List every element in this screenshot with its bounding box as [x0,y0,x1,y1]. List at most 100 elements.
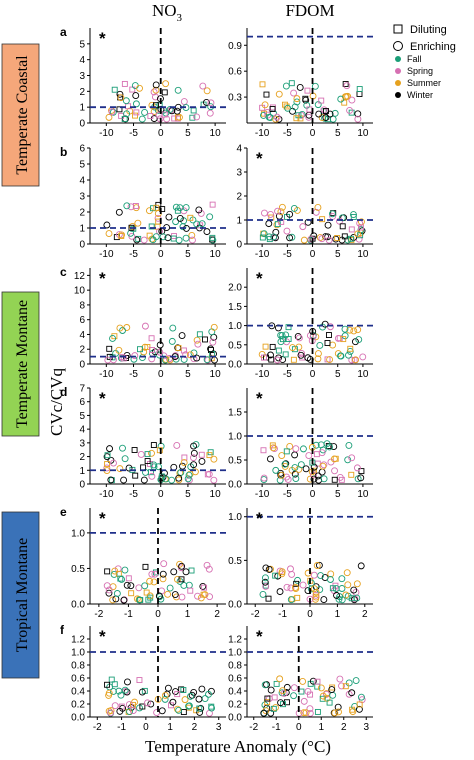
data-point [181,454,188,461]
data-point [299,581,307,589]
data-point [341,332,349,340]
legend-summer: Summer [407,78,441,88]
data-point [193,336,201,344]
data-point [190,442,197,450]
data-point [144,458,151,464]
point-cloud [259,561,365,604]
data-point [306,106,313,113]
data-point [313,562,321,569]
data-point [141,582,149,590]
data-point [125,575,132,582]
data-point [275,90,283,98]
significance-asterisk: * [256,509,263,528]
region-label-tropical-montane: Tropical Montane [1,511,40,679]
data-point [179,462,186,470]
data-point [320,106,328,114]
y-tick-label: 3 [236,168,242,179]
data-point [169,324,177,332]
y-tick-label: 0.6 [228,674,242,685]
data-point [158,707,166,715]
data-point [346,326,354,334]
data-point [139,703,146,710]
y-tick-label: 6 [79,315,85,326]
data-point [279,336,286,343]
significance-asterisk: * [99,509,106,528]
data-point [143,589,150,596]
data-point [153,204,160,211]
significance-asterisk: * [256,389,263,408]
x-tick-label: 10 [210,369,222,380]
data-point [193,220,201,228]
data-point [312,593,320,601]
significance-asterisk: * [99,269,106,288]
y-tick-label: 1.0 [228,321,242,332]
data-point [356,86,363,93]
data-point [116,465,124,473]
y-tick-label: 0.0 [71,600,85,611]
data-point [353,580,361,588]
x-tick-label: -1 [117,722,126,733]
data-point [314,355,322,363]
data-point [304,587,312,595]
data-point [137,450,145,458]
data-point [270,705,277,712]
data-point [151,348,159,356]
x-tick-label: -2 [249,722,258,733]
data-point [287,584,295,592]
x-tick-label: -10 [99,128,114,139]
data-point [280,701,286,708]
y-tick-label: 0 [236,240,242,251]
data-point [265,565,273,573]
panel-5-no3: 0.0 0.5 1.0 -2 -1 0 1 2 e * [60,505,226,620]
data-point [174,705,181,713]
data-point [190,454,197,462]
data-point [267,211,275,218]
data-point [338,585,346,592]
x-tick-label: -5 [283,369,292,380]
x-tick-label: 10 [357,369,369,380]
data-point [291,464,299,472]
x-tick-label: 2 [362,609,368,620]
data-point [313,451,320,458]
panel-letter: d [60,385,67,399]
panel-5-fdom: 0.0 0.5 1.0 -2 -1 0 1 2 * [228,508,373,620]
data-point [322,114,330,121]
x-tick-label: -5 [129,489,138,500]
data-point [261,209,268,217]
significance-asterisk: * [256,269,263,288]
data-point [265,220,273,228]
data-point [282,351,289,358]
data-point [145,596,152,603]
data-point [263,91,270,98]
y-tick-label: 4 [79,55,85,66]
data-point [358,224,364,231]
data-point [209,234,216,241]
data-point [200,591,207,598]
y-tick-label: 1 [236,216,242,227]
data-point [190,449,198,457]
data-point [175,706,183,714]
point-cloud [105,80,215,123]
x-tick-label: 0 [310,489,316,500]
data-point [307,235,315,243]
x-tick-label: -5 [129,128,138,139]
data-point [182,204,190,212]
data-point [311,467,317,474]
data-point [123,324,131,331]
data-point [295,334,303,342]
data-point [302,465,310,473]
region-text: Temperate Coastal [14,55,31,175]
y-tick-label: 1 [79,466,85,477]
data-point [338,476,345,483]
data-point [357,693,365,701]
data-point [318,449,326,457]
data-point [356,701,363,708]
y-axis-label: CVc/CVq [47,368,66,437]
y-tick-label: 1.0 [71,648,85,659]
panel-3-no3: 0 2 4 6 8 10 12 -10 -5 0 5 10 c * [60,265,226,380]
data-point [197,209,205,217]
x-tick-label: 10 [210,249,222,260]
data-point [355,336,363,344]
